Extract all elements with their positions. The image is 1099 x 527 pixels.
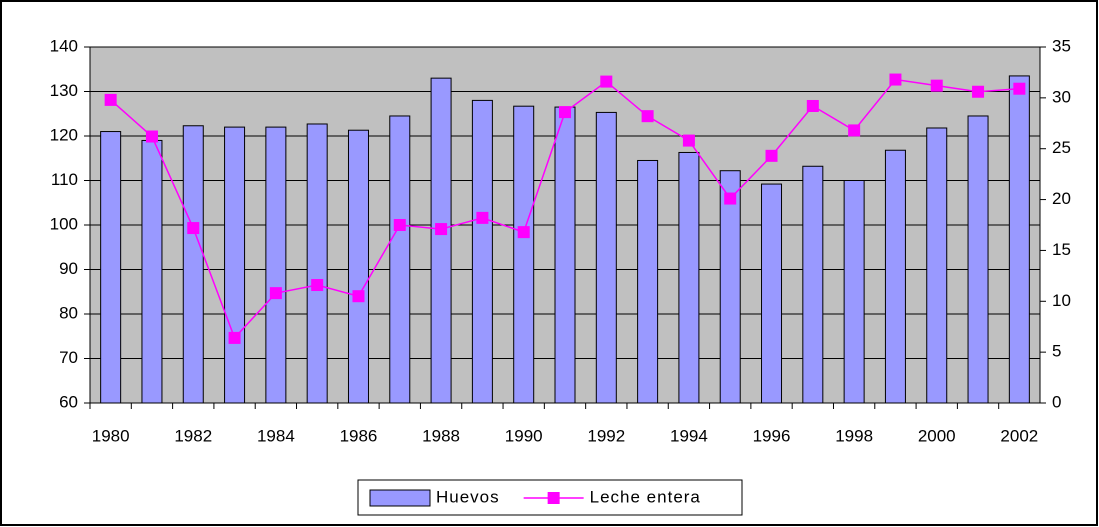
bar xyxy=(884,149,906,404)
bar xyxy=(719,170,741,404)
y2-tick-label: 10 xyxy=(1052,291,1071,310)
x-tick-label: 1988 xyxy=(422,426,460,445)
y2-tick-label: 15 xyxy=(1052,240,1071,259)
y-tick-label: 80 xyxy=(59,303,78,322)
bar xyxy=(926,127,948,404)
marker xyxy=(806,99,819,112)
x-tick-label: 1986 xyxy=(340,426,378,445)
bar xyxy=(471,99,493,404)
x-tick-label: 1982 xyxy=(174,426,212,445)
marker xyxy=(145,130,158,143)
marker xyxy=(517,226,530,239)
bar xyxy=(141,139,163,404)
y2-tick-label: 20 xyxy=(1052,189,1071,208)
marker xyxy=(559,106,571,119)
x-tick-label: 1996 xyxy=(753,426,791,445)
x-tick-label: 1998 xyxy=(835,426,873,445)
bar xyxy=(761,183,783,404)
x-tick-label: 1994 xyxy=(670,426,708,445)
legend-label: Huevos xyxy=(436,487,500,506)
marker xyxy=(889,73,902,86)
bar xyxy=(637,159,659,404)
bar xyxy=(595,111,617,404)
marker xyxy=(104,93,117,106)
bar xyxy=(265,126,287,404)
x-tick-label: 1992 xyxy=(587,426,625,445)
x-tick-label: 1984 xyxy=(257,426,295,445)
bar xyxy=(513,105,535,404)
marker xyxy=(641,110,654,123)
y-tick-label: 60 xyxy=(59,392,78,411)
legend-marker xyxy=(547,492,560,504)
y2-tick-label: 5 xyxy=(1052,342,1061,361)
bar xyxy=(802,165,824,404)
y2-tick-label: 0 xyxy=(1052,392,1061,411)
marker xyxy=(765,149,778,162)
marker xyxy=(393,219,406,231)
y-tick-label: 100 xyxy=(50,214,78,233)
marker xyxy=(848,124,861,137)
y2-tick-label: 30 xyxy=(1052,87,1071,106)
bar xyxy=(430,77,452,404)
x-tick-label: 2000 xyxy=(918,426,956,445)
bar xyxy=(554,106,576,404)
marker xyxy=(352,290,365,303)
x-tick-label: 1990 xyxy=(505,426,543,445)
y-tick-label: 70 xyxy=(59,348,78,367)
bar xyxy=(389,115,411,404)
y-tick-label: 130 xyxy=(50,81,78,100)
legend-label: Leche entera xyxy=(590,487,701,506)
marker xyxy=(435,223,448,236)
marker xyxy=(600,75,613,88)
bar xyxy=(347,129,369,404)
x-tick-label: 1980 xyxy=(92,426,130,445)
marker xyxy=(269,287,282,300)
marker xyxy=(972,85,985,98)
bar xyxy=(306,123,328,404)
bar xyxy=(678,151,700,404)
marker xyxy=(476,211,489,224)
bar xyxy=(1008,75,1030,404)
y-tick-label: 90 xyxy=(59,259,78,278)
marker xyxy=(228,331,241,344)
y2-tick-label: 25 xyxy=(1052,138,1071,157)
y-tick-label: 110 xyxy=(51,170,78,189)
marker xyxy=(930,79,943,92)
bar xyxy=(967,115,989,404)
bar xyxy=(224,126,246,404)
bar xyxy=(100,131,122,404)
y2-tick-label: 35 xyxy=(1052,36,1071,55)
marker xyxy=(187,222,200,235)
bar xyxy=(182,125,204,404)
legend-swatch xyxy=(369,489,431,507)
marker xyxy=(311,279,324,292)
y-tick-label: 120 xyxy=(50,125,78,144)
bar xyxy=(843,180,865,404)
marker xyxy=(682,134,695,147)
x-tick-label: 2002 xyxy=(1000,426,1038,445)
marker xyxy=(724,192,737,205)
y-tick-label: 140 xyxy=(50,36,78,55)
marker xyxy=(1013,82,1026,95)
